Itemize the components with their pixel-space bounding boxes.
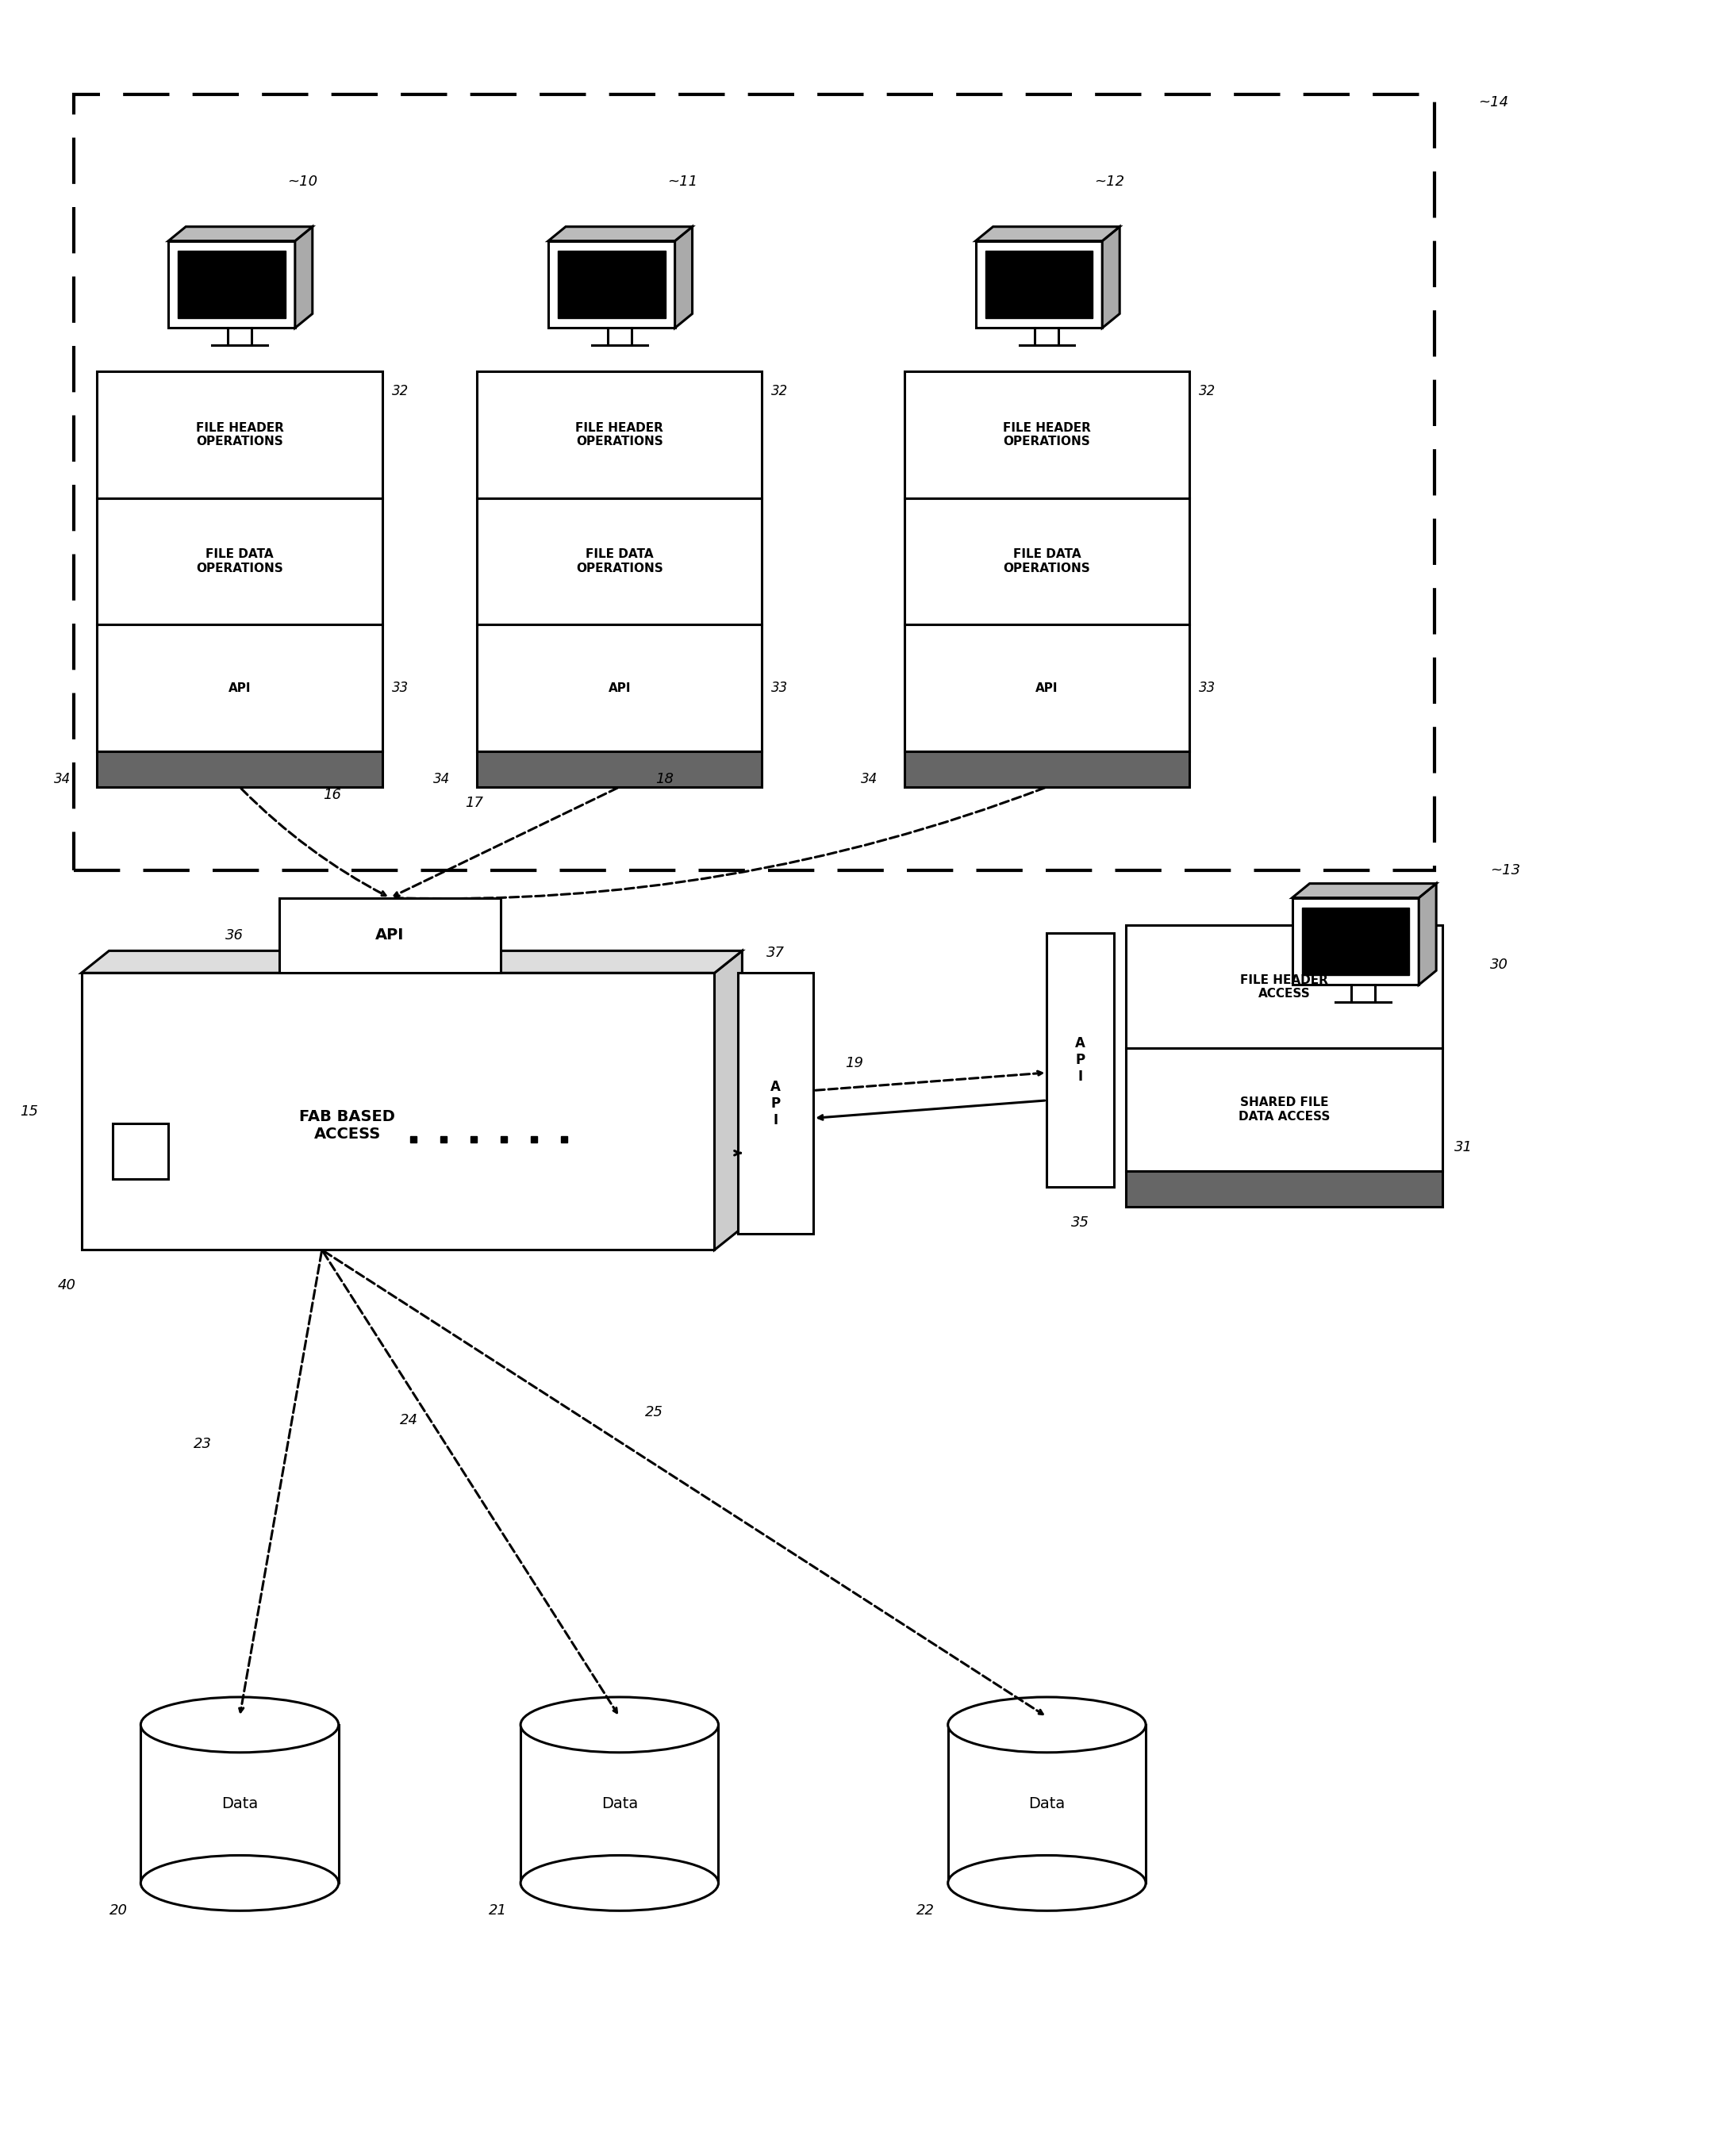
Bar [477,625,762,751]
Bar [904,372,1189,498]
Text: ~12: ~12 [1094,175,1125,188]
Text: FILE HEADER
ACCESS: FILE HEADER ACCESS [1240,973,1328,999]
Bar [97,625,382,751]
Bar [521,1724,719,1882]
Text: 24: 24 [399,1414,418,1427]
Polygon shape [82,952,743,973]
Bar [97,372,382,498]
Text: A
P
I: A P I [771,1080,781,1127]
Bar [477,751,762,787]
Bar [97,751,382,787]
Text: 35: 35 [1071,1215,1090,1230]
Text: SHARED FILE
DATA ACCESS: SHARED FILE DATA ACCESS [1238,1097,1330,1123]
Text: 32: 32 [1200,385,1215,398]
Text: Data: Data [1028,1797,1066,1812]
Text: 33: 33 [392,680,408,695]
Text: 37: 37 [767,945,785,960]
Bar [113,1123,168,1179]
Text: 25: 25 [644,1405,663,1420]
Ellipse shape [521,1696,719,1752]
Bar [1292,898,1418,984]
Text: FILE HEADER
OPERATIONS: FILE HEADER OPERATIONS [1003,421,1090,447]
Polygon shape [1102,227,1120,327]
Bar [549,242,675,327]
Bar [557,250,665,319]
Bar [738,973,814,1234]
Text: ~10: ~10 [286,175,318,188]
Text: FILE HEADER
OPERATIONS: FILE HEADER OPERATIONS [576,421,663,447]
Text: 36: 36 [226,928,243,943]
Text: FILE HEADER
OPERATIONS: FILE HEADER OPERATIONS [196,421,283,447]
Text: 31: 31 [1455,1140,1472,1155]
Text: 17: 17 [465,796,483,811]
Bar [82,973,715,1249]
Bar [97,498,382,625]
Text: API: API [375,928,404,943]
Polygon shape [675,227,693,327]
Bar [976,242,1102,327]
Text: 34: 34 [861,772,878,787]
Text: 40: 40 [57,1279,76,1292]
Text: 34: 34 [434,772,450,787]
Text: 18: 18 [654,772,674,787]
Bar [904,625,1189,751]
Polygon shape [715,952,743,1249]
Text: FAB BASED
ACCESS: FAB BASED ACCESS [299,1108,396,1142]
Bar [1127,1170,1443,1206]
Text: 21: 21 [490,1904,507,1919]
Bar [141,1724,339,1882]
Text: FILE DATA
OPERATIONS: FILE DATA OPERATIONS [576,548,663,573]
Text: 30: 30 [1489,958,1509,973]
Bar [477,372,762,498]
Ellipse shape [141,1855,339,1910]
Ellipse shape [521,1855,719,1910]
Ellipse shape [948,1696,1146,1752]
Text: API: API [1036,682,1059,693]
Text: 22: 22 [917,1904,934,1919]
Bar [948,1724,1146,1882]
Text: 16: 16 [323,787,340,802]
Text: API: API [608,682,630,693]
Text: ~13: ~13 [1489,862,1521,877]
Polygon shape [295,227,312,327]
Bar [1302,907,1410,975]
Text: ~14: ~14 [1477,96,1509,109]
Bar [279,898,500,973]
Bar [1127,926,1443,1048]
Ellipse shape [141,1696,339,1752]
Polygon shape [549,227,693,242]
Text: 23: 23 [194,1437,212,1450]
Polygon shape [1418,883,1436,984]
Ellipse shape [948,1855,1146,1910]
Polygon shape [976,227,1120,242]
Text: 32: 32 [771,385,788,398]
Text: API: API [229,682,252,693]
Text: 33: 33 [1200,680,1215,695]
Bar [1127,1048,1443,1170]
Bar [904,498,1189,625]
Polygon shape [168,227,312,242]
Bar [984,250,1092,319]
Text: ~11: ~11 [667,175,698,188]
Bar [177,250,285,319]
Bar [73,94,1434,871]
Text: 34: 34 [54,772,71,787]
Text: FILE DATA
OPERATIONS: FILE DATA OPERATIONS [196,548,283,573]
Text: 15: 15 [19,1104,38,1119]
Text: 33: 33 [771,680,788,695]
Text: FILE DATA
OPERATIONS: FILE DATA OPERATIONS [1003,548,1090,573]
Text: 32: 32 [392,385,408,398]
Bar [1047,933,1115,1187]
Bar [477,498,762,625]
Text: 19: 19 [845,1057,863,1070]
Bar [168,242,295,327]
Polygon shape [1292,883,1436,898]
Text: Data: Data [220,1797,259,1812]
Text: A
P
I: A P I [1075,1037,1085,1084]
Text: 20: 20 [109,1904,127,1919]
Bar [904,751,1189,787]
Text: Data: Data [601,1797,637,1812]
